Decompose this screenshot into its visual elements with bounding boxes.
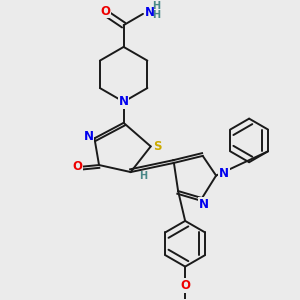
Text: H: H	[140, 171, 148, 181]
Text: O: O	[72, 160, 82, 173]
Text: O: O	[180, 279, 190, 292]
Text: O: O	[100, 4, 110, 18]
Text: S: S	[153, 140, 161, 153]
Text: N: N	[118, 95, 129, 108]
Text: H: H	[152, 1, 160, 11]
Text: N: N	[199, 197, 209, 211]
Text: N: N	[219, 167, 229, 180]
Text: N: N	[83, 130, 94, 143]
Text: H: H	[152, 10, 160, 20]
Text: N: N	[145, 6, 155, 19]
